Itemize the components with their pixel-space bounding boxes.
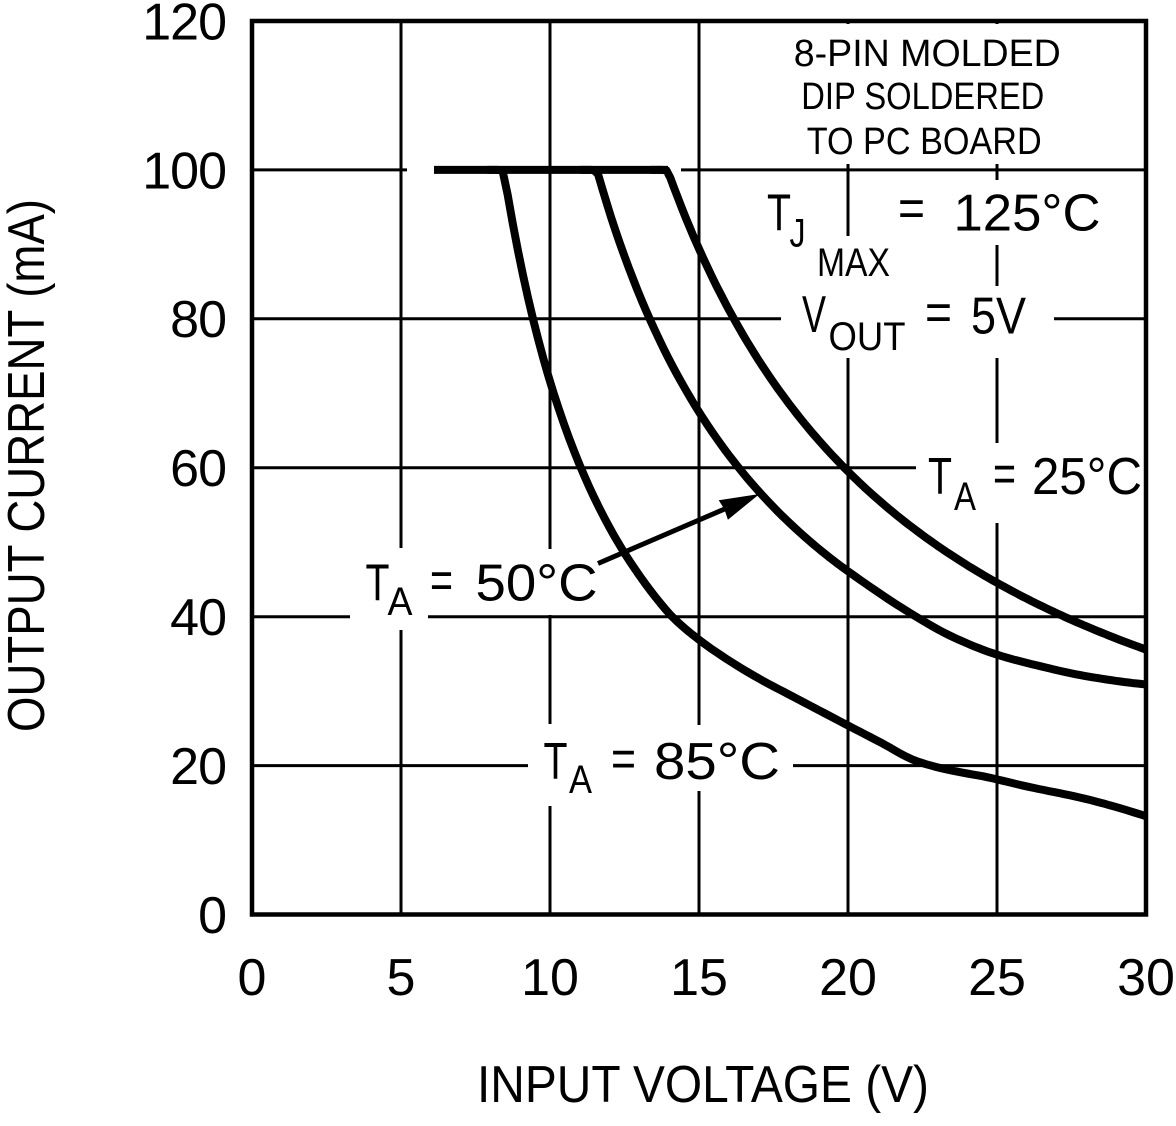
svg-text:20: 20 xyxy=(819,949,877,1007)
svg-text:T: T xyxy=(544,733,568,791)
svg-text:T: T xyxy=(928,448,952,506)
svg-text:5V: 5V xyxy=(971,288,1026,346)
svg-text:0: 0 xyxy=(198,887,226,945)
svg-text:V: V xyxy=(802,286,826,344)
svg-text:OUT: OUT xyxy=(829,315,906,359)
svg-text:=: = xyxy=(925,284,952,342)
svg-text:T: T xyxy=(767,185,791,243)
svg-text:100: 100 xyxy=(142,142,226,200)
svg-text:A: A xyxy=(569,758,593,802)
svg-text:25: 25 xyxy=(968,949,1026,1007)
svg-text:40: 40 xyxy=(170,589,226,647)
svg-text:80: 80 xyxy=(170,291,226,349)
svg-text:DIP SOLDERED: DIP SOLDERED xyxy=(801,75,1044,117)
svg-text:5: 5 xyxy=(387,949,416,1007)
svg-text:TO PC BOARD: TO PC BOARD xyxy=(807,120,1042,162)
svg-text:15: 15 xyxy=(670,949,728,1007)
svg-text:A: A xyxy=(954,475,977,519)
svg-text:125°C: 125°C xyxy=(954,185,1101,243)
svg-text:A: A xyxy=(388,580,414,624)
svg-text:T: T xyxy=(366,555,390,613)
svg-text:30: 30 xyxy=(1117,949,1175,1007)
svg-text:=: = xyxy=(430,552,453,610)
svg-text:=: = xyxy=(611,730,636,788)
svg-text:10: 10 xyxy=(521,949,579,1007)
svg-text:=: = xyxy=(898,180,925,238)
svg-text:MAX: MAX xyxy=(817,241,890,285)
svg-text:=: = xyxy=(993,445,1016,503)
svg-text:60: 60 xyxy=(170,440,226,498)
svg-text:50°C: 50°C xyxy=(476,555,598,613)
svg-text:20: 20 xyxy=(170,738,226,796)
svg-text:J: J xyxy=(790,212,806,256)
svg-text:OUTPUT CURRENT (mA): OUTPUT CURRENT (mA) xyxy=(0,199,56,732)
svg-text:INPUT VOLTAGE (V): INPUT VOLTAGE (V) xyxy=(477,1056,929,1114)
svg-text:0: 0 xyxy=(238,949,267,1007)
svg-text:85°C: 85°C xyxy=(654,733,780,791)
svg-text:120: 120 xyxy=(142,0,226,51)
svg-text:8-PIN MOLDED: 8-PIN MOLDED xyxy=(794,32,1061,74)
svg-text:25°C: 25°C xyxy=(1032,448,1142,506)
